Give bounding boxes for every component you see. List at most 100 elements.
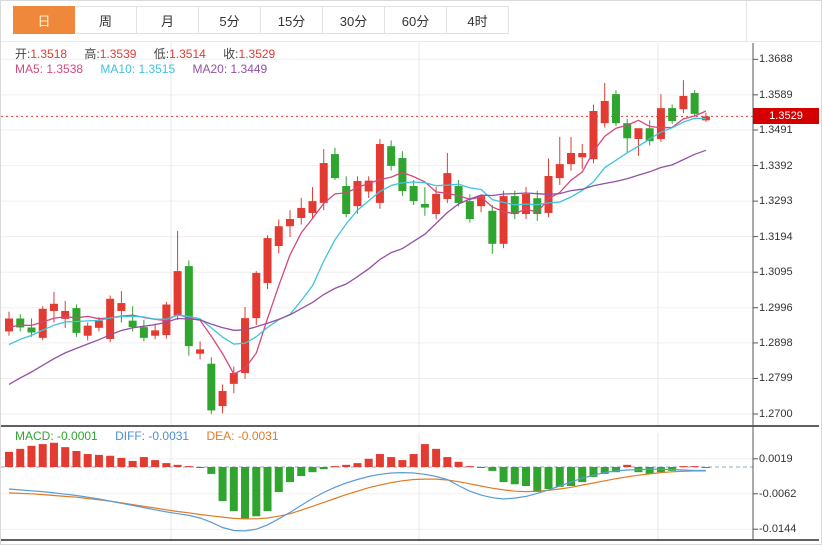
tab-4hour[interactable]: 4时: [447, 6, 509, 34]
macd-bar-positive: [184, 466, 193, 468]
candle-up: [241, 318, 250, 374]
macd-bar-negative: [319, 467, 328, 470]
macd-bar-positive: [420, 444, 429, 467]
open-value: 1.3518: [30, 47, 68, 61]
macd-bar-negative: [218, 467, 227, 502]
macd-bar-positive: [690, 466, 699, 468]
macd-bar-positive: [49, 442, 58, 467]
macd-bar-negative: [555, 467, 564, 487]
macd-bar-positive: [679, 466, 688, 468]
candle-up: [173, 271, 182, 316]
candle-up: [263, 238, 272, 283]
y-axis-label: -0.0144: [759, 523, 797, 536]
macd-bar-positive: [117, 457, 126, 467]
y-axis-label: 1.3688: [759, 53, 793, 66]
dea-label-value: DEA: -0.0031: [206, 429, 279, 443]
macd-bar-negative: [645, 467, 654, 474]
ma-info-row: MA5: 1.3538 MA10: 1.3515 MA20: 1.3449: [15, 62, 281, 76]
candle-up: [567, 153, 575, 165]
macd-bar-positive: [16, 448, 25, 467]
y-axis-label: 1.3491: [759, 124, 793, 137]
macd-bar-negative: [701, 467, 710, 468]
macd-bar-negative: [477, 467, 486, 468]
candle-up: [319, 163, 328, 203]
candle-down: [611, 94, 620, 124]
ma5-label-value: MA5: 1.3538: [15, 62, 84, 76]
candle-up: [5, 318, 13, 332]
candle-up: [656, 108, 665, 140]
candle-up: [297, 207, 306, 218]
candle-up: [196, 349, 205, 354]
candle-up: [106, 298, 115, 339]
candle-up: [218, 391, 227, 407]
macd-bar-positive: [72, 451, 81, 467]
candle-down: [465, 201, 474, 220]
tab-day[interactable]: 日: [13, 6, 75, 34]
candle-down: [27, 327, 36, 333]
y-axis-label: 1.2700: [759, 408, 793, 420]
macd-bar-positive: [38, 444, 47, 467]
candle-down: [690, 93, 699, 114]
macd-bar-positive: [342, 464, 351, 467]
candle-down: [330, 154, 339, 179]
macd-bar-positive: [443, 457, 452, 467]
diff-label-value: DIFF: -0.0031: [115, 429, 190, 443]
y-axis-label: 1.3589: [759, 88, 793, 101]
tab-month[interactable]: 月: [137, 6, 199, 34]
tabbar-right-divider: [746, 1, 747, 41]
candle-up: [477, 196, 486, 207]
macd-bar-positive: [139, 457, 148, 467]
macd-bar-negative: [522, 467, 531, 487]
macd-bar-positive: [128, 460, 137, 467]
low-label: 低:: [153, 47, 170, 61]
macd-bar-positive: [173, 464, 182, 467]
candle-down: [16, 318, 25, 328]
macd-bar-positive: [387, 457, 396, 467]
candle-up: [432, 193, 441, 215]
macd-bar-negative: [286, 467, 294, 483]
ma20-line: [8, 149, 707, 385]
tab-60min[interactable]: 60分: [385, 6, 447, 34]
tab-15min[interactable]: 15分: [261, 6, 323, 34]
macd-label-value: MACD: -0.0001: [15, 429, 98, 443]
candle-up: [443, 173, 452, 199]
tab-5min[interactable]: 5分: [199, 6, 261, 34]
macd-bar-negative: [533, 467, 542, 493]
macd-bar-negative: [252, 467, 261, 517]
macd-bar-positive: [409, 454, 418, 467]
y-axis-label: 1.2799: [759, 372, 793, 385]
candle-up: [94, 320, 103, 328]
macd-bar-positive: [465, 466, 474, 468]
macd-bar-negative: [241, 467, 250, 520]
candle-up: [49, 303, 58, 311]
candle-down: [72, 308, 81, 333]
y-axis-label: 0.0019: [759, 452, 793, 465]
macd-bar-positive: [27, 445, 36, 467]
candle-up: [61, 310, 70, 319]
candle-up: [286, 219, 294, 227]
y-axis-label: 1.3392: [759, 159, 793, 172]
tab-30min[interactable]: 30分: [323, 6, 385, 34]
candle-up: [499, 196, 508, 244]
candle-down: [409, 186, 418, 202]
candle-up: [634, 128, 643, 140]
macd-bar-negative: [488, 467, 497, 471]
macd-bar-negative: [589, 467, 598, 477]
macd-bar-positive: [61, 447, 70, 467]
macd-bar-negative: [510, 467, 519, 485]
close-value: 1.3529: [238, 47, 276, 61]
candle-down: [623, 123, 632, 139]
macd-bar-positive: [94, 454, 103, 467]
candle-up: [353, 181, 362, 207]
tab-week[interactable]: 周: [75, 6, 137, 34]
macd-bar-negative: [196, 467, 205, 468]
macd-bar-negative: [499, 467, 508, 483]
ohlc-info-row: 开:1.3518 高:1.3539 低:1.3514 收:1.3529: [15, 45, 289, 62]
candle-up: [589, 111, 598, 160]
ma10-line: [8, 117, 706, 346]
y-axis-label: 1.3293: [759, 195, 793, 208]
macd-bar-negative: [207, 467, 216, 474]
candle-down: [398, 158, 407, 192]
macd-bar-negative: [544, 467, 553, 490]
